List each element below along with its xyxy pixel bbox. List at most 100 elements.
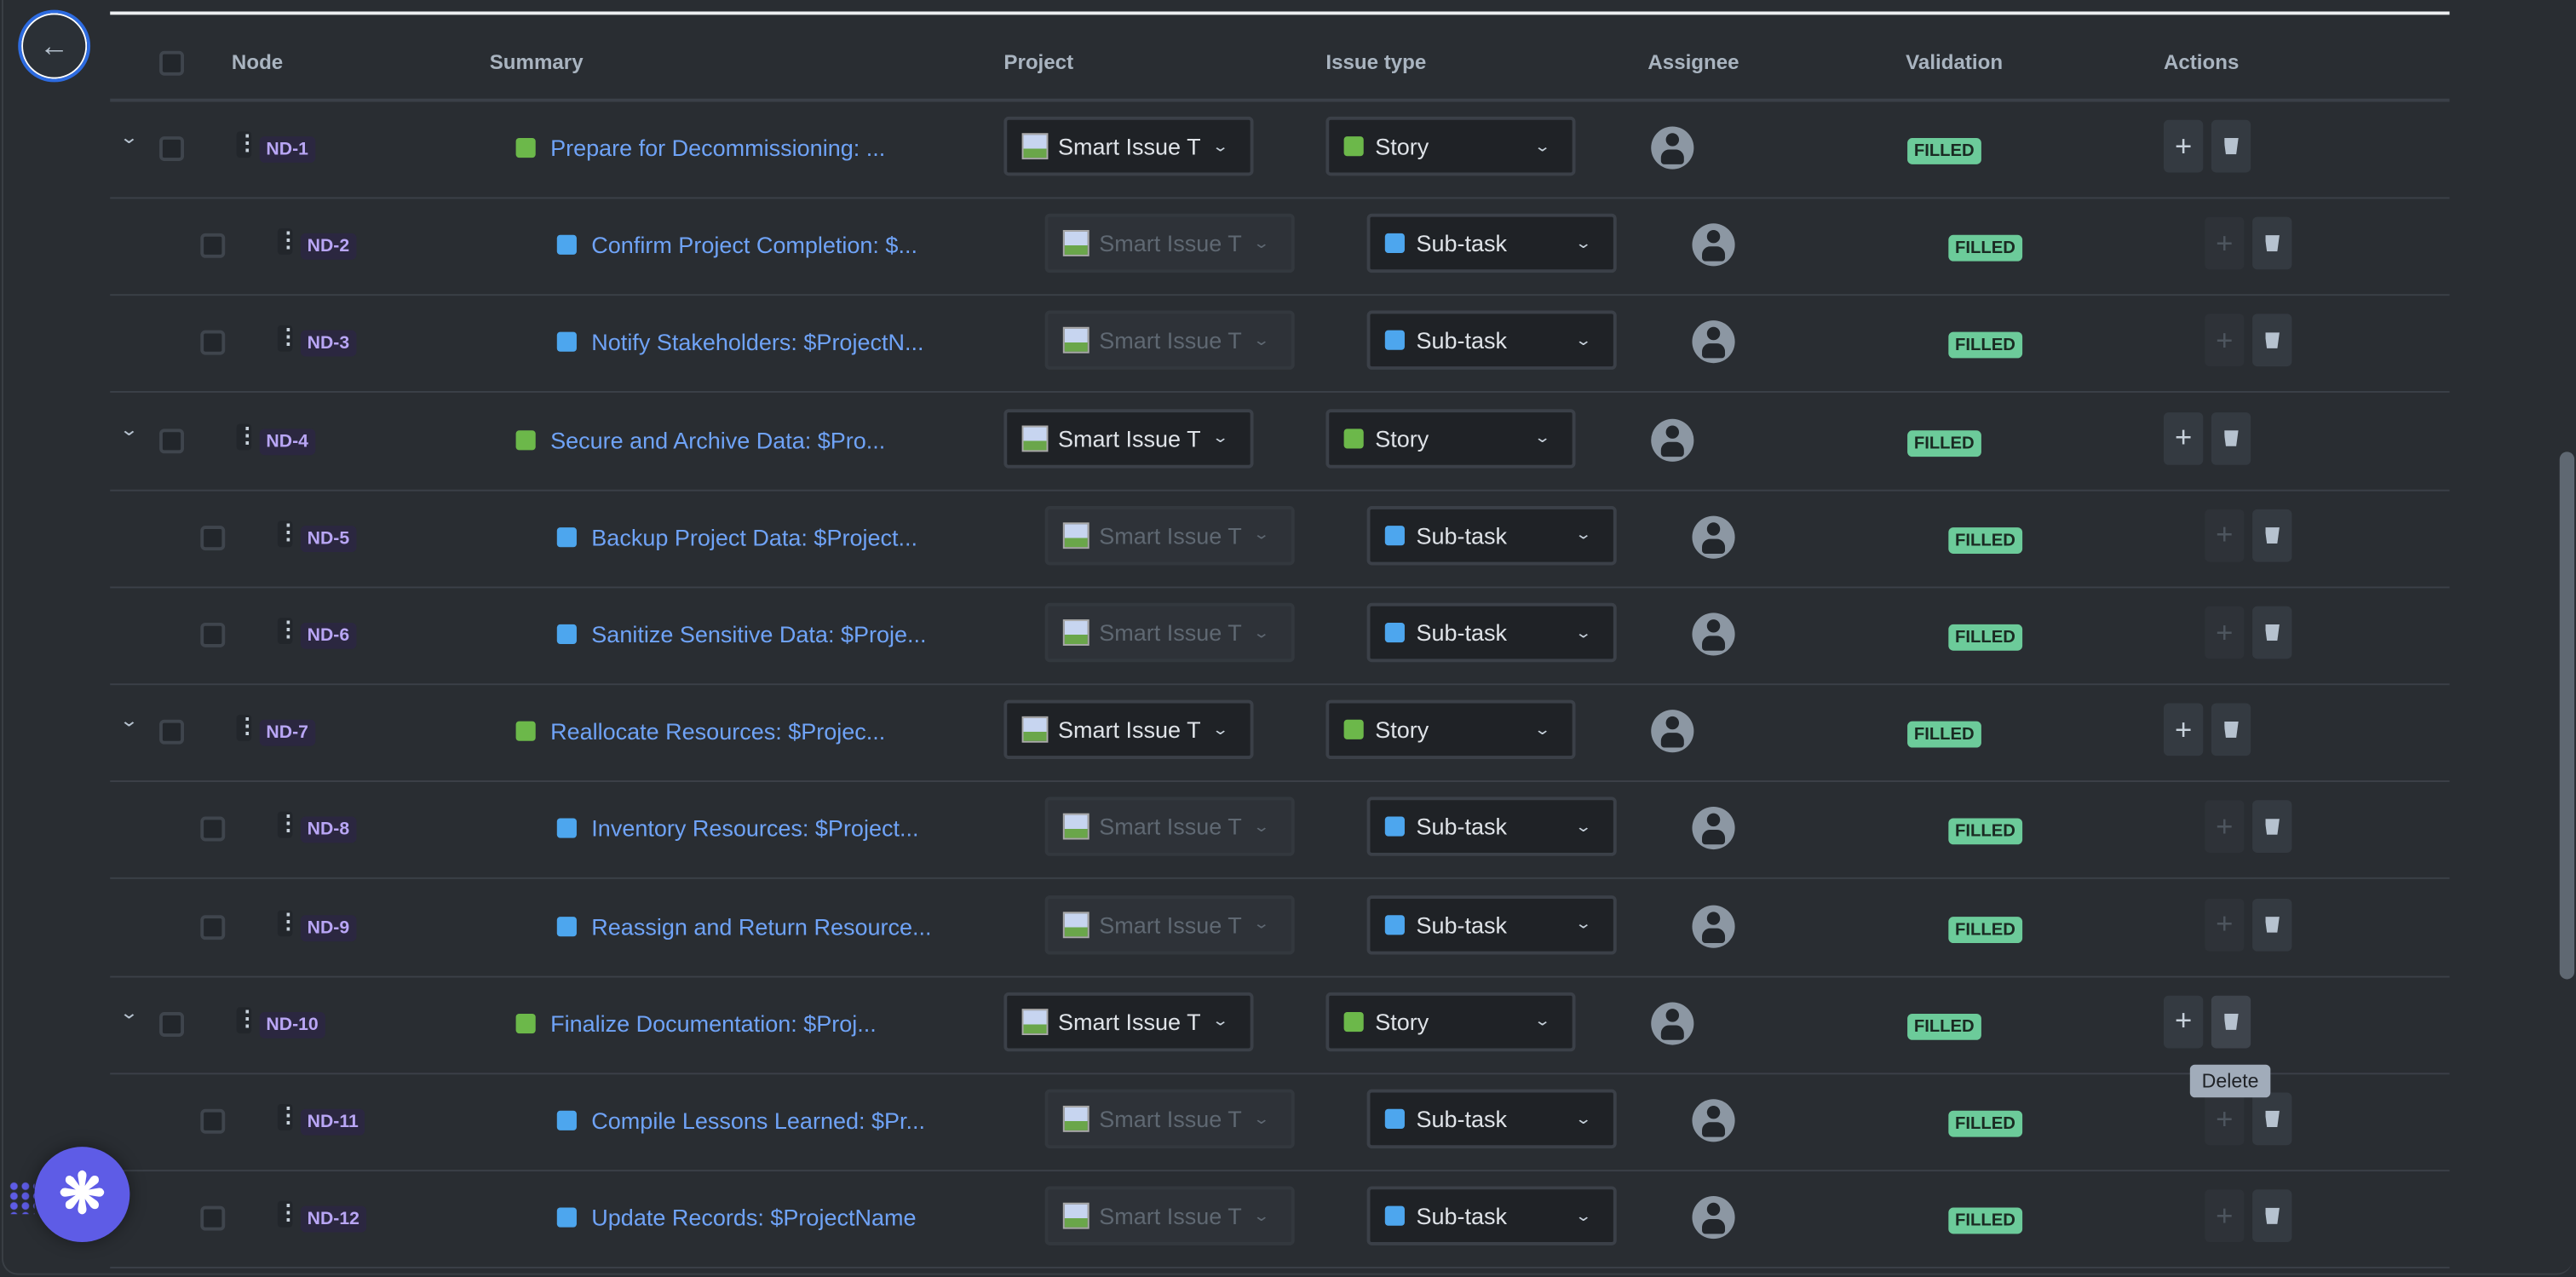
summary-link[interactable]: Confirm Project Completion: $... [591,232,917,259]
issue-type-select[interactable]: Sub-task ⌄ [1366,505,1617,566]
issue-type-select[interactable]: Story ⌄ [1325,699,1576,760]
row-checkbox[interactable] [200,233,226,259]
back-button[interactable]: ← [18,9,91,83]
assignee-avatar-icon[interactable] [1692,613,1735,656]
project-select[interactable]: Smart Issue T ⌄ [1003,116,1254,176]
add-button[interactable]: + [2163,995,2204,1049]
issue-type-select[interactable]: Sub-task ⌄ [1366,1089,1617,1149]
assignee-avatar-icon[interactable] [1692,1099,1735,1142]
scrollbar[interactable] [2559,452,2575,980]
more-options-icon[interactable]: ⋮ [236,714,258,742]
add-button[interactable]: + [2205,800,2245,854]
row-checkbox[interactable] [200,817,226,843]
add-button[interactable]: + [2163,703,2204,756]
delete-button[interactable] [2252,216,2292,270]
subtask-icon [556,916,577,936]
issue-type-select[interactable]: Sub-task ⌄ [1366,797,1617,857]
summary-link[interactable]: Reassign and Return Resource... [591,912,932,940]
delete-button[interactable] [2211,411,2251,465]
more-options-icon[interactable]: ⋮ [277,909,299,936]
delete-button[interactable] [2211,703,2251,756]
issue-type-select[interactable]: Sub-task ⌄ [1366,1186,1617,1246]
delete-button[interactable] [2211,995,2251,1049]
summary-link[interactable]: Compile Lessons Learned: $Pr... [591,1107,926,1134]
assignee-avatar-icon[interactable] [1692,320,1735,364]
more-options-icon[interactable]: ⋮ [236,1006,258,1033]
summary-link[interactable]: Update Records: $ProjectName [591,1205,917,1231]
add-button[interactable]: + [2205,1092,2245,1146]
more-options-icon[interactable]: ⋮ [277,227,299,256]
assignee-avatar-icon[interactable] [1692,1196,1735,1240]
delete-button[interactable] [2252,1092,2292,1146]
drag-handle-icon[interactable] [8,1181,35,1215]
issue-type-select[interactable]: Sub-task ⌄ [1366,214,1617,273]
add-button[interactable]: + [2163,411,2204,465]
assignee-avatar-icon[interactable] [1692,807,1735,850]
more-options-icon[interactable]: ⋮ [277,812,299,839]
add-button[interactable]: + [2205,216,2245,270]
more-options-icon[interactable]: ⋮ [277,1103,299,1130]
select-all-checkbox[interactable] [159,50,185,76]
summary-link[interactable]: Finalize Documentation: $Proj... [550,1010,877,1037]
summary-link[interactable]: Sanitize Sensitive Data: $Proje... [591,621,927,647]
delete-button[interactable] [2252,509,2292,562]
delete-button[interactable] [2252,898,2292,951]
summary-link[interactable]: Inventory Resources: $Project... [591,815,919,843]
add-button[interactable]: + [2205,509,2245,562]
delete-button[interactable] [2252,1189,2292,1243]
summary-link[interactable]: Reallocate Resources: $Projec... [550,718,886,745]
chevron-down-icon[interactable]: ⌄ [119,711,140,732]
assignee-avatar-icon[interactable] [1651,1002,1694,1045]
assignee-avatar-icon[interactable] [1651,126,1694,170]
more-options-icon[interactable]: ⋮ [236,423,258,450]
assistant-button[interactable]: ❋ [34,1147,130,1243]
chevron-down-icon[interactable]: ⌄ [119,419,140,440]
row-checkbox[interactable] [159,428,185,453]
issue-type-select[interactable]: Story ⌄ [1325,116,1576,176]
summary-link[interactable]: Prepare for Decommissioning: ... [550,135,886,162]
chevron-down-icon: ⌄ [1253,234,1271,251]
row-checkbox[interactable] [200,1108,226,1134]
project-select[interactable]: Smart Issue T ⌄ [1003,992,1254,1051]
project-select[interactable]: Smart Issue T ⌄ [1003,699,1254,760]
issue-type-select[interactable]: Story ⌄ [1325,992,1576,1051]
row-checkbox[interactable] [159,720,185,745]
add-button[interactable]: + [2163,119,2204,173]
summary-link[interactable]: Secure and Archive Data: $Pro... [550,426,886,453]
assignee-avatar-icon[interactable] [1651,710,1694,753]
issue-type-select[interactable]: Story ⌄ [1325,408,1576,468]
summary-link[interactable]: Backup Project Data: $Project... [591,523,918,550]
row-checkbox[interactable] [200,1205,226,1231]
more-options-icon[interactable]: ⋮ [277,1200,299,1228]
delete-button[interactable] [2252,606,2292,659]
row-checkbox[interactable] [200,331,226,356]
add-button[interactable]: + [2205,606,2245,659]
chevron-down-icon[interactable]: ⌄ [119,1003,140,1024]
table-row: ⋮ ND-5 Backup Project Data: $Project... Sma… [110,489,2450,589]
more-options-icon[interactable]: ⋮ [277,325,299,353]
delete-button[interactable] [2252,800,2292,854]
row-checkbox[interactable] [200,622,226,647]
delete-button[interactable] [2211,119,2251,173]
assignee-avatar-icon[interactable] [1651,418,1694,462]
summary-link[interactable]: Notify Stakeholders: $ProjectN... [591,329,924,356]
assignee-avatar-icon[interactable] [1692,223,1735,267]
row-checkbox[interactable] [159,136,185,162]
more-options-icon[interactable]: ⋮ [236,130,258,158]
issue-type-select[interactable]: Sub-task ⌄ [1366,894,1617,954]
assignee-avatar-icon[interactable] [1692,904,1735,948]
assignee-avatar-icon[interactable] [1692,515,1735,559]
chevron-down-icon[interactable]: ⌄ [119,128,140,148]
issue-type-select[interactable]: Sub-task ⌄ [1366,311,1617,371]
add-button[interactable]: + [2205,314,2245,367]
row-checkbox[interactable] [200,525,226,550]
add-button[interactable]: + [2205,1189,2245,1243]
project-select[interactable]: Smart Issue T ⌄ [1003,408,1254,468]
issue-type-select[interactable]: Sub-task ⌄ [1366,602,1617,663]
row-checkbox[interactable] [200,914,226,940]
row-checkbox[interactable] [159,1011,185,1037]
more-options-icon[interactable]: ⋮ [277,520,299,547]
add-button[interactable]: + [2205,898,2245,951]
delete-button[interactable] [2252,314,2292,367]
more-options-icon[interactable]: ⋮ [277,617,299,645]
